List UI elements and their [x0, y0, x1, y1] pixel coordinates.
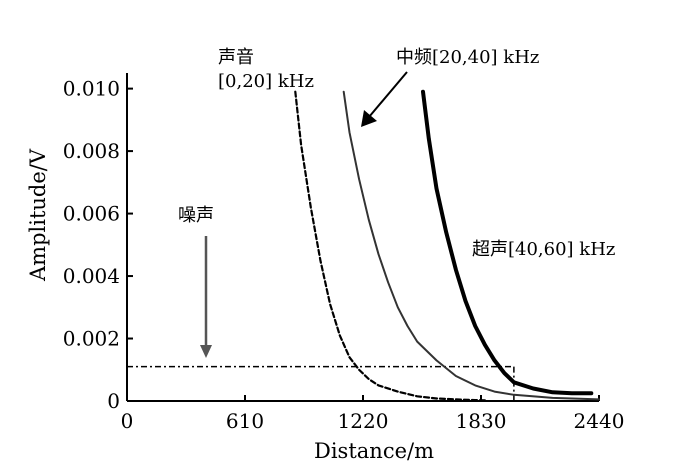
x-axis-title: Distance/m: [314, 439, 434, 463]
y-tick-label: 0.008: [63, 139, 120, 163]
x-tick-label: 0: [121, 409, 134, 433]
sound-curve: [294, 90, 486, 402]
annotation-mid: 中频[20,40] kHz: [396, 47, 539, 68]
x-tick-label: 610: [226, 409, 264, 433]
y-tick-label: 0.010: [63, 77, 120, 101]
x-tick-label: 1830: [456, 409, 507, 433]
series-curves: [294, 89, 600, 402]
annotation-sound-line2: [0,20] kHz: [218, 71, 314, 92]
y-axis-title: Amplitude/V: [26, 148, 50, 282]
y-tick-label: 0.002: [63, 327, 120, 351]
x-tick-label: 2440: [574, 409, 625, 433]
arrow-to-mid-curve: [361, 71, 408, 127]
y-tick-label: 0: [107, 389, 120, 413]
mid-frequency-curve: [342, 90, 600, 401]
arrow-to-mid-head: [361, 110, 377, 127]
ultrasound-curve: [421, 89, 594, 396]
arrow-to-noise-head: [200, 345, 212, 358]
arrow-to-mid-shaft: [368, 71, 408, 118]
y-tick-label: 0.004: [63, 264, 120, 288]
x-tick-label: 1220: [338, 409, 389, 433]
annotation-noise: 噪声: [178, 205, 214, 226]
y-tick-label: 0.006: [63, 202, 120, 226]
reference-lines: [127, 365, 515, 401]
annotation-ultra: 超声[40,60] kHz: [472, 239, 615, 260]
ticks: 0 610 1220 1830 2440 0 0.002 0.004 0.006 0.008 0.0…: [63, 77, 625, 433]
arrow-to-noise-line: [200, 236, 212, 358]
annotation-sound-line1: 声音: [218, 47, 254, 68]
